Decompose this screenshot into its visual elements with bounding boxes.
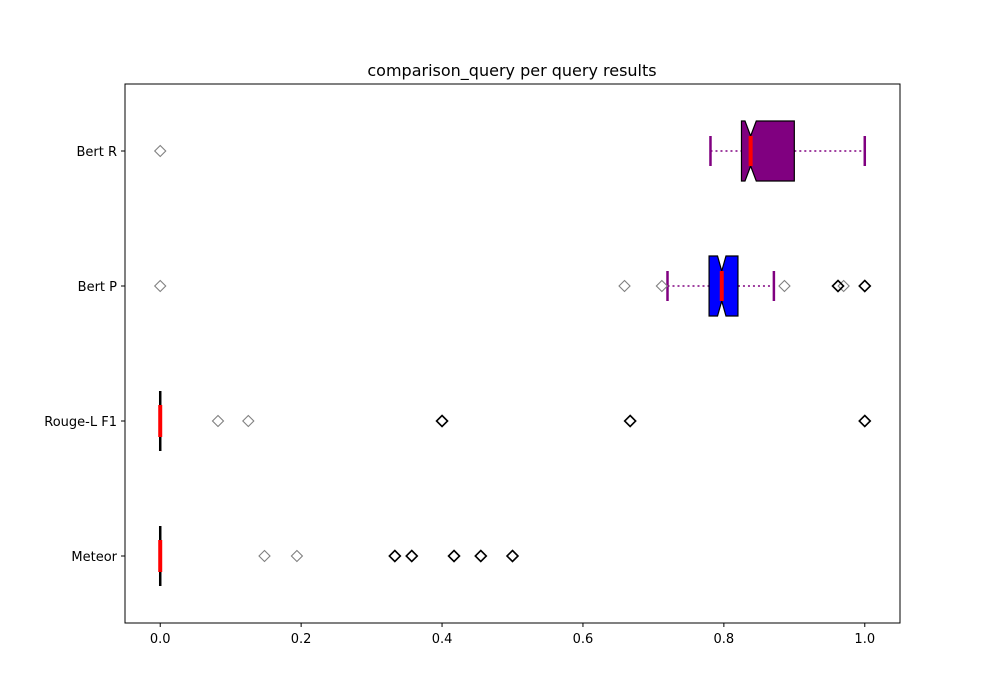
x-tick-label-0: 0.0 <box>150 632 171 647</box>
x-tick-label-2: 0.4 <box>432 632 453 647</box>
y-tick-label-bert-r: Bert R <box>76 145 117 160</box>
chart-title: comparison_query per query results <box>367 61 656 81</box>
outlier-bert-p-grey-2 <box>655 279 669 293</box>
outlier-meteor-dark-1 <box>405 549 419 563</box>
outlier-meteor-dark-3 <box>474 549 488 563</box>
outlier-bert-p-dark-1 <box>858 279 872 293</box>
outlier-rouge-l-f1-dark-1 <box>623 414 637 428</box>
y-tick-label-bert-p: Bert P <box>78 280 117 295</box>
plot-layer <box>153 120 872 586</box>
outlier-meteor-grey-1 <box>290 549 304 563</box>
box-bert-r <box>740 120 795 182</box>
outlier-meteor-dark-2 <box>447 549 461 563</box>
outlier-rouge-l-f1-dark-0 <box>435 414 449 428</box>
axis-layer: Meteor Rouge-L F1 Bert P Bert R 0.0 0.2 0.4 0.6… <box>44 145 875 647</box>
outlier-bert-p-grey-1 <box>618 279 631 293</box>
outlier-rouge-l-f1-grey-0 <box>211 414 225 428</box>
outlier-meteor-dark-0 <box>388 549 402 563</box>
y-tick-label-rouge-l-f1: Rouge-L F1 <box>44 415 117 430</box>
x-tick-label-1: 0.2 <box>291 632 312 647</box>
x-tick-label-5: 1.0 <box>854 632 875 647</box>
outlier-bert-p-grey-0 <box>153 279 167 293</box>
outlier-bert-r-grey-0 <box>153 144 167 158</box>
x-tick-label-4: 0.8 <box>714 632 735 647</box>
outlier-bert-p-grey-4 <box>837 279 850 293</box>
outlier-meteor-dark-4 <box>505 549 520 563</box>
outlier-rouge-l-f1-dark-2 <box>858 414 872 428</box>
outlier-meteor-grey-0 <box>258 549 271 563</box>
outlier-bert-p-dark-0 <box>831 279 845 293</box>
axes-frame <box>124 83 901 624</box>
outlier-rouge-l-f1-grey-1 <box>242 414 255 428</box>
y-tick-label-meteor: Meteor <box>71 550 117 565</box>
outlier-bert-p-grey-3 <box>778 279 791 293</box>
x-tick-label-3: 0.6 <box>573 632 594 647</box>
